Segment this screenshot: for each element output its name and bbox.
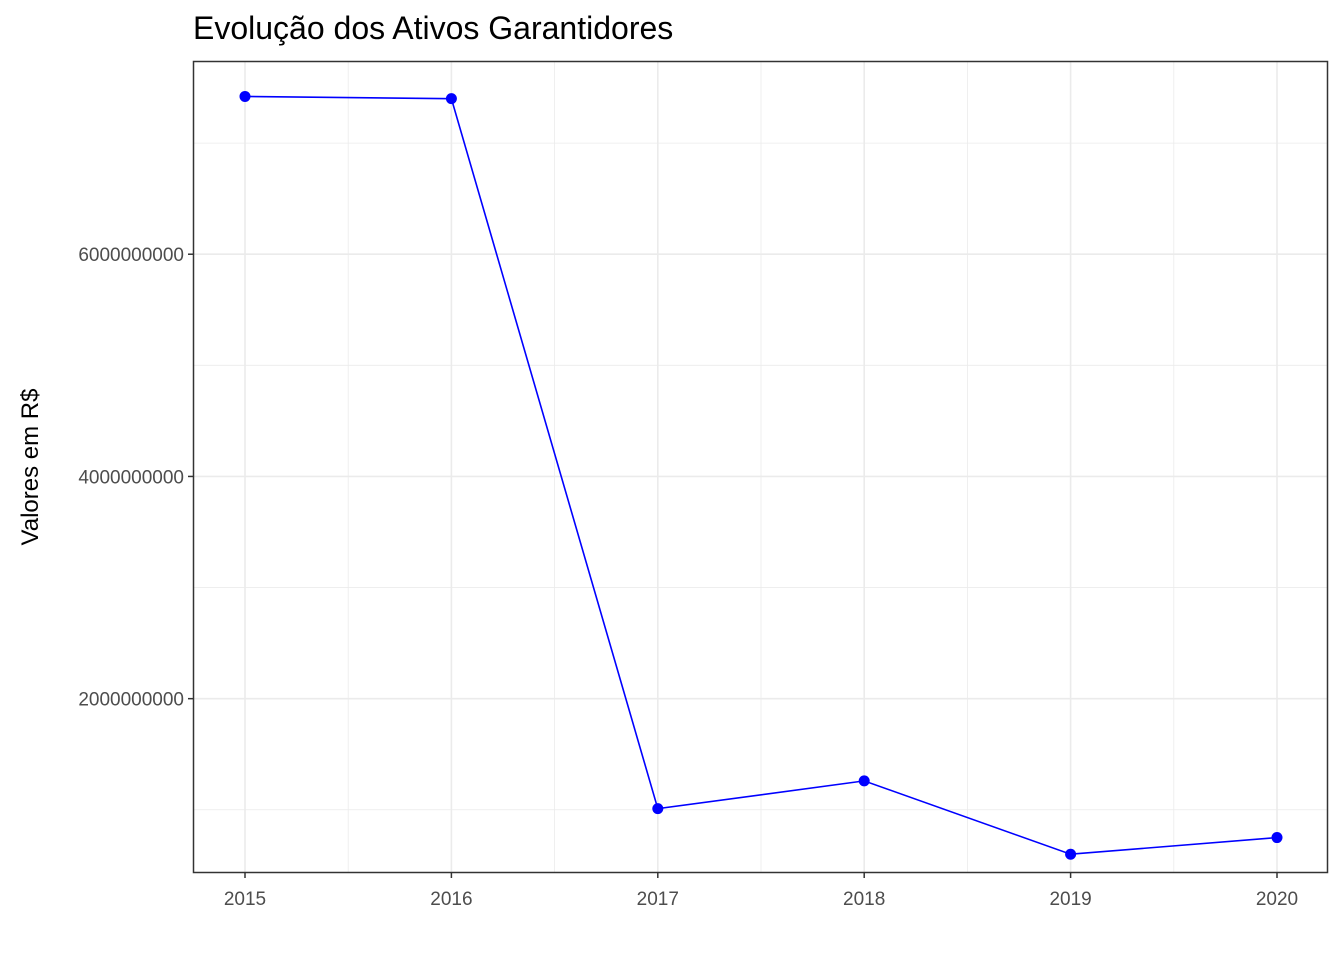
y-tick-label: 2000000000 <box>78 690 184 711</box>
data-point <box>239 90 251 102</box>
data-point <box>652 803 664 815</box>
y-tick-label: 6000000000 <box>78 245 184 266</box>
series-group <box>239 90 1283 860</box>
data-point <box>445 93 457 105</box>
x-tick-label: 2019 <box>1049 889 1091 910</box>
axes-group: 2000000000 4000000000 6000000000 2015 2016 20… <box>78 245 1298 910</box>
panel-border <box>192 60 1329 874</box>
minor-gridlines <box>194 62 1327 872</box>
x-tick-label: 2016 <box>430 889 472 910</box>
data-point <box>1065 848 1077 860</box>
data-point <box>858 775 870 787</box>
x-tick-label: 2015 <box>224 889 266 910</box>
series-line <box>244 95 1278 856</box>
x-tick-label: 2018 <box>843 889 885 910</box>
x-tick-label: 2017 <box>637 889 679 910</box>
major-gridlines <box>194 62 1327 872</box>
data-point <box>1271 832 1283 844</box>
x-tick-label: 2020 <box>1256 889 1298 910</box>
y-tick-label: 4000000000 <box>78 467 184 488</box>
y-axis-label: Valores em R$ <box>17 389 44 546</box>
chart-title: Evolução dos Ativos Garantidores <box>193 10 674 46</box>
